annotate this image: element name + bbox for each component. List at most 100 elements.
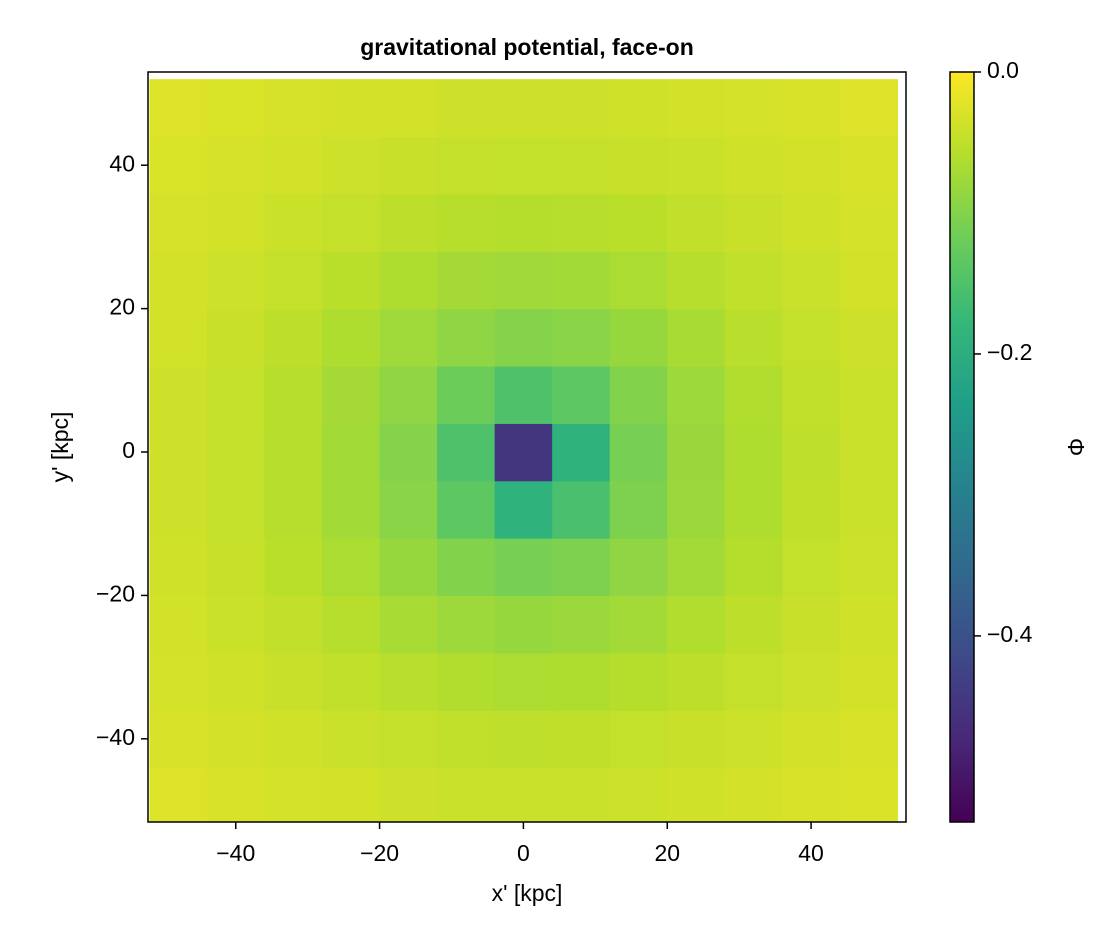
heatmap-cell: [609, 652, 668, 711]
heatmap-cell: [206, 308, 266, 367]
heatmap-cell: [322, 308, 381, 367]
x-tick-label: −20: [360, 840, 399, 866]
heatmap-cell: [494, 308, 553, 367]
heatmap-cell: [782, 480, 841, 539]
heatmap-cell: [839, 193, 898, 252]
heatmap-cell: [322, 710, 381, 769]
heatmap-cell: [437, 710, 496, 769]
heatmap-cell: [494, 79, 553, 138]
heatmap-cell: [667, 423, 726, 482]
x-tick-label: −40: [216, 840, 255, 866]
chart-title: gravitational potential, face-on: [360, 34, 694, 60]
heatmap-cell: [379, 423, 438, 482]
heatmap-cell: [264, 538, 323, 597]
heatmap-cell: [437, 652, 496, 711]
heatmap-cell: [724, 538, 783, 597]
heatmap-cell: [379, 480, 438, 539]
heatmap-cell: [437, 251, 496, 310]
heatmap-cell: [437, 136, 496, 195]
heatmap-cell: [149, 193, 208, 252]
colorbar-tick-label: −0.2: [987, 339, 1032, 365]
heatmap-cell: [782, 595, 841, 654]
heatmap-cell: [839, 767, 898, 822]
heatmap-cell: [552, 423, 611, 482]
heatmap-cell: [206, 136, 266, 195]
heatmap-cell: [609, 365, 668, 424]
heatmap-cell: [149, 480, 208, 539]
heatmap-cell: [724, 595, 783, 654]
heatmap-cell: [839, 136, 898, 195]
heatmap-cell: [437, 308, 496, 367]
heatmap-cell: [494, 193, 553, 252]
heatmap-cell: [322, 79, 381, 138]
heatmap-cell: [379, 193, 438, 252]
heatmap-cell: [724, 480, 783, 539]
heatmap-cell: [782, 308, 841, 367]
heatmap-cell: [609, 136, 668, 195]
heatmap-cell: [839, 538, 898, 597]
heatmap-cell: [494, 595, 553, 654]
heatmap-cell: [782, 193, 841, 252]
heatmap-cell: [206, 652, 266, 711]
heatmap-cell: [494, 480, 553, 539]
heatmap-cell: [782, 365, 841, 424]
heatmap-cell: [206, 423, 266, 482]
heatmap-cell: [609, 595, 668, 654]
heatmap-cell: [437, 767, 496, 822]
heatmap-cell: [379, 710, 438, 769]
heatmap-cell: [494, 365, 553, 424]
heatmap-cell: [552, 652, 611, 711]
plot-frame: [147, 71, 907, 823]
heatmap-cell: [724, 767, 783, 822]
heatmap-cell: [839, 365, 898, 424]
y-tick-label: −40: [96, 724, 135, 750]
heatmap-cell: [494, 652, 553, 711]
y-tick-label: 20: [109, 294, 135, 320]
heatmap-cell: [322, 652, 381, 711]
colorbar-tick-label: −0.4: [987, 621, 1033, 647]
heatmap: [149, 79, 898, 822]
heatmap-cell: [724, 308, 783, 367]
heatmap-cell: [839, 79, 898, 138]
heatmap-cell: [667, 480, 726, 539]
heatmap-cell: [552, 538, 611, 597]
heatmap-cell: [667, 595, 726, 654]
heatmap-cell: [552, 480, 611, 539]
heatmap-cell: [437, 79, 496, 138]
heatmap-cell: [782, 767, 841, 822]
heatmap-cell: [206, 365, 266, 424]
heatmap-cell: [264, 79, 323, 138]
heatmap-cell: [206, 538, 266, 597]
heatmap-cell: [552, 251, 611, 310]
heatmap-cell: [667, 251, 726, 310]
heatmap-cell: [264, 251, 323, 310]
heatmap-cell: [724, 365, 783, 424]
heatmap-cell: [839, 480, 898, 539]
heatmap-cell: [724, 423, 783, 482]
heatmap-cell: [839, 308, 898, 367]
heatmap-cell: [149, 251, 208, 310]
colorbar-tick-label: 0.0: [987, 57, 1019, 83]
y-tick-label: 0: [122, 437, 135, 463]
heatmap-cell: [609, 308, 668, 367]
heatmap-cell: [609, 193, 668, 252]
heatmap-cell: [206, 710, 266, 769]
heatmap-cell: [782, 538, 841, 597]
heatmap-cell: [149, 652, 208, 711]
heatmap-cell: [552, 136, 611, 195]
heatmap-cell: [609, 79, 668, 138]
heatmap-cell: [667, 79, 726, 138]
heatmap-cell: [552, 365, 611, 424]
heatmap-cell: [264, 480, 323, 539]
heatmap-cell: [264, 308, 323, 367]
heatmap-cell: [149, 79, 208, 138]
heatmap-cell: [494, 136, 553, 195]
heatmap-cell: [437, 538, 496, 597]
heatmap-cell: [609, 710, 668, 769]
y-tick-label: 40: [109, 150, 135, 176]
heatmap-cell: [206, 595, 266, 654]
heatmap-cell: [437, 480, 496, 539]
heatmap-cell: [322, 193, 381, 252]
heatmap-cell: [667, 365, 726, 424]
